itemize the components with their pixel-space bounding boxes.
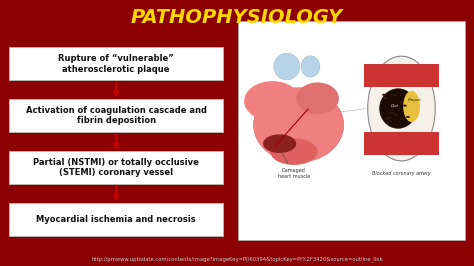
Text: Clot: Clot [391,105,399,109]
Ellipse shape [368,56,435,161]
Circle shape [403,105,407,107]
Circle shape [399,101,403,103]
Text: Rupture of “vulnerable”
atherosclerotic plaque: Rupture of “vulnerable” atherosclerotic … [58,54,174,73]
Circle shape [406,116,410,118]
Circle shape [400,118,403,120]
Bar [365,64,438,87]
Ellipse shape [270,138,318,165]
FancyBboxPatch shape [9,99,223,132]
Ellipse shape [296,82,339,114]
Circle shape [382,94,386,96]
Text: Plaque: Plaque [408,98,422,102]
Ellipse shape [301,56,320,77]
Circle shape [386,118,390,120]
Text: http://pmwww.uptodate.com/contents/image?imageKey=PI/60394&topicKey=PI%2F3420&so: http://pmwww.uptodate.com/contents/image… [91,256,383,262]
FancyBboxPatch shape [9,203,223,236]
Text: Myocardial ischemia and necrosis: Myocardial ischemia and necrosis [36,215,196,224]
Ellipse shape [273,53,300,80]
FancyBboxPatch shape [238,21,465,240]
Circle shape [391,107,394,109]
Ellipse shape [263,134,296,153]
Bar [365,132,438,155]
FancyBboxPatch shape [9,47,223,81]
Text: PATHOPHYSIOLOGY: PATHOPHYSIOLOGY [131,8,343,27]
Text: Partial (NSTMI) or totally occlusive
(STEMI) coronary vessel: Partial (NSTMI) or totally occlusive (ST… [33,158,199,177]
Circle shape [383,97,387,99]
Text: Blocked coronary artery: Blocked coronary artery [372,171,431,176]
Circle shape [394,114,398,116]
Circle shape [392,94,396,96]
Circle shape [387,117,391,119]
Ellipse shape [380,89,417,128]
Ellipse shape [254,88,344,162]
Ellipse shape [244,81,301,121]
FancyBboxPatch shape [9,151,223,184]
Ellipse shape [403,91,420,122]
Text: Activation of coagulation cascade and
fibrin deposition: Activation of coagulation cascade and fi… [26,106,207,125]
Text: Damaged
heart muscle: Damaged heart muscle [278,151,310,179]
Circle shape [390,111,394,114]
